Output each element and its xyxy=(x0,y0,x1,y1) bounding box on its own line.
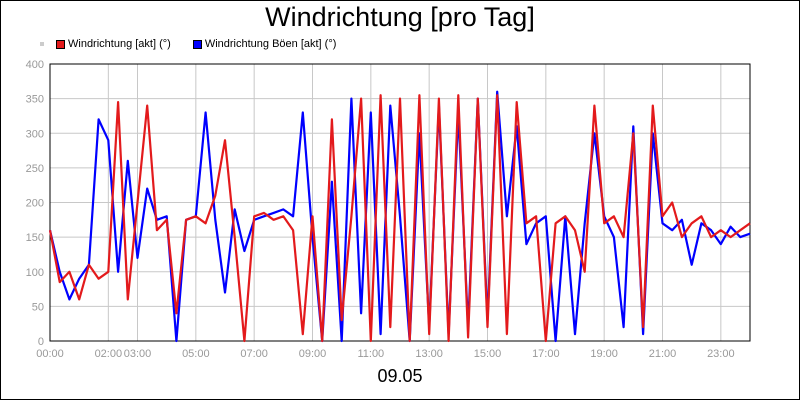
x-tick-label: 19:00 xyxy=(590,348,618,360)
y-tick-label: 0 xyxy=(38,336,44,348)
x-axis-date-label: 09.05 xyxy=(377,366,423,386)
series-line-boeen xyxy=(48,90,751,343)
y-tick-label: 200 xyxy=(26,198,44,210)
y-tick-label: 50 xyxy=(32,301,44,313)
y-tick-label: 350 xyxy=(26,94,44,106)
x-tick-label: 00:00 xyxy=(36,348,64,360)
legend-item-series-1: Windrichtung [akt] (°) xyxy=(56,38,171,50)
x-tick-label: 09:00 xyxy=(299,348,327,360)
y-tick-label: 100 xyxy=(26,267,44,279)
y-tick-label: 250 xyxy=(26,163,44,175)
legend-label-series-1: Windrichtung [akt] (°) xyxy=(68,38,171,50)
x-tick-label: 15:00 xyxy=(474,348,502,360)
x-tick-label: 13:00 xyxy=(415,348,443,360)
x-tick-label: 07:00 xyxy=(240,348,268,360)
plot-border xyxy=(49,63,751,342)
x-tick-label: 02:00 xyxy=(95,348,123,360)
y-tick-label: 400 xyxy=(26,59,44,71)
y-tick-label: 300 xyxy=(26,128,44,140)
x-tick-label: 03:00 xyxy=(124,348,152,360)
legend-swatch-blue xyxy=(192,39,202,49)
x-tick-label: 21:00 xyxy=(649,348,677,360)
chart-legend: Windrichtung [akt] (°) Windrichtung Böen… xyxy=(40,38,358,50)
legend-swatch-red xyxy=(56,39,65,49)
series-line-windrichtung xyxy=(48,94,751,343)
x-tick-label: 05:00 xyxy=(182,348,210,360)
y-tick-label: 150 xyxy=(26,232,44,244)
x-tick-label: 11:00 xyxy=(357,348,384,360)
x-tick-label: 23:00 xyxy=(707,348,735,360)
legend-label-series-2: Windrichtung Böen [akt] (°) xyxy=(204,38,337,50)
chart-title: Windrichtung [pro Tag] xyxy=(265,2,535,32)
legend-item-series-2: Windrichtung Böen [akt] (°) xyxy=(192,38,337,50)
legend-marker-icon xyxy=(40,42,44,46)
x-tick-label: 17:00 xyxy=(532,348,560,360)
